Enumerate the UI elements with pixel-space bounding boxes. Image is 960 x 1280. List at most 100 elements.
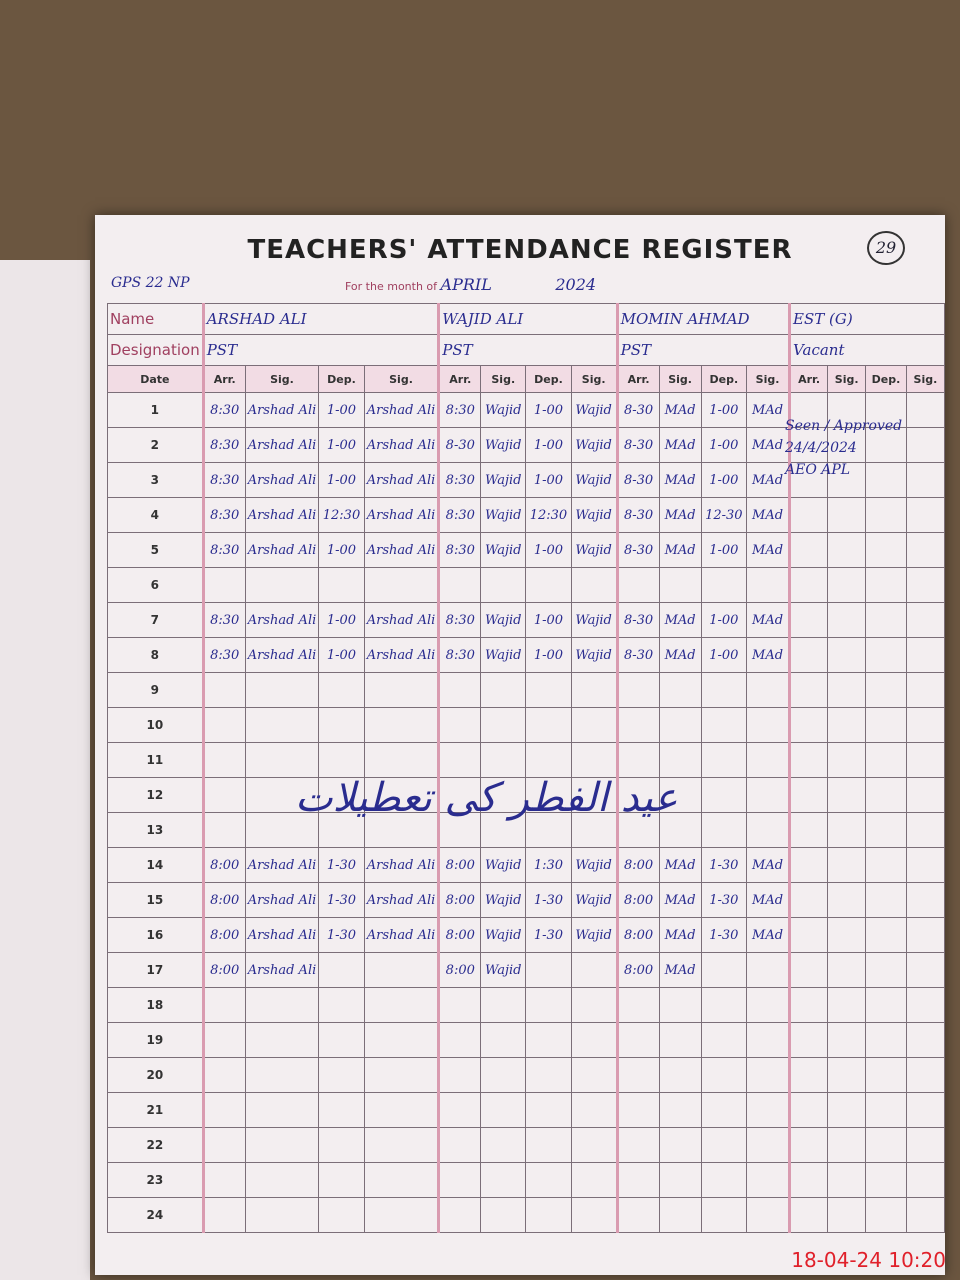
column-header: Arr. — [788, 365, 829, 393]
entry-cell — [746, 952, 791, 988]
entry-cell — [827, 777, 867, 813]
entry-cell — [905, 1197, 946, 1233]
entry-cell: 8:30 — [201, 462, 246, 498]
date-cell: 8 — [107, 637, 204, 673]
entry-cell — [525, 1127, 572, 1163]
entry-cell — [525, 987, 572, 1023]
entry-cell: Arshad Ali — [244, 497, 320, 533]
entry-cell — [437, 812, 482, 848]
entry-cell: 8:00 — [437, 917, 482, 953]
entry-cell — [827, 1022, 867, 1058]
entry-cell: MAd — [746, 532, 791, 568]
entry-cell — [318, 1127, 365, 1163]
entry-cell: Wajid — [480, 847, 527, 883]
entry-cell — [363, 1057, 440, 1093]
entry-cell — [788, 567, 829, 603]
entry-cell — [827, 847, 867, 883]
entry-cell — [905, 987, 946, 1023]
date-cell: 3 — [107, 462, 204, 498]
entry-cell: Wajid — [480, 532, 527, 568]
entry-cell — [658, 742, 702, 778]
entry-cell: Wajid — [570, 847, 618, 883]
entry-cell — [363, 742, 440, 778]
entry-cell: MAd — [746, 497, 791, 533]
entry-cell — [244, 1162, 320, 1198]
entry-cell: 8:30 — [201, 427, 246, 463]
entry-cell — [437, 742, 482, 778]
approval-date: 24/4/2024 — [785, 440, 857, 456]
entry-cell: 8-30 — [615, 462, 660, 498]
entry-cell: 8:30 — [437, 462, 482, 498]
entry-cell: 1-30 — [700, 847, 748, 883]
entry-cell: Arshad Ali — [244, 602, 320, 638]
entry-cell — [905, 672, 946, 708]
entry-cell — [827, 1092, 867, 1128]
day-row: 19 — [107, 1022, 946, 1058]
entry-cell — [788, 497, 829, 533]
entry-cell — [201, 567, 246, 603]
entry-cell — [788, 742, 829, 778]
entry-cell — [363, 952, 440, 988]
entry-cell: 8:00 — [201, 882, 246, 918]
month-line: For the month of APRIL 2024 — [345, 275, 596, 294]
entry-cell: 1-00 — [525, 392, 572, 428]
entry-cell — [905, 742, 946, 778]
entry-cell — [658, 1022, 702, 1058]
entry-cell: Wajid — [570, 392, 618, 428]
entry-cell — [746, 777, 791, 813]
entry-cell — [827, 427, 867, 463]
entry-cell — [827, 1162, 867, 1198]
entry-cell — [827, 497, 867, 533]
entry-cell: Wajid — [570, 602, 618, 638]
entry-cell — [570, 707, 618, 743]
entry-cell — [865, 1197, 907, 1233]
entry-cell — [570, 1127, 618, 1163]
entry-cell: MAd — [658, 917, 702, 953]
entry-cell: 1-00 — [700, 637, 748, 673]
entry-cell: Wajid — [570, 532, 618, 568]
entry-cell — [615, 1022, 660, 1058]
entry-cell: 1-00 — [318, 532, 365, 568]
entry-cell: Arshad Ali — [363, 532, 440, 568]
entry-cell: 8:00 — [201, 917, 246, 953]
column-header: Sig. — [827, 365, 867, 393]
entry-cell — [746, 672, 791, 708]
left-page — [0, 260, 90, 1280]
entry-cell: Arshad Ali — [244, 882, 320, 918]
entry-cell: Arshad Ali — [244, 847, 320, 883]
entry-cell — [700, 1057, 748, 1093]
entry-cell: MAd — [746, 462, 791, 498]
entry-cell — [615, 987, 660, 1023]
approval-note: Seen / Approved 24/4/2024 AEO APL — [785, 415, 902, 481]
entry-cell — [658, 1127, 702, 1163]
entry-cell — [244, 1092, 320, 1128]
entry-cell — [201, 1162, 246, 1198]
entry-cell: MAd — [658, 882, 702, 918]
entry-cell — [480, 1022, 527, 1058]
entry-cell — [244, 567, 320, 603]
entry-cell — [905, 1057, 946, 1093]
entry-cell: Wajid — [480, 462, 527, 498]
entry-cell — [700, 672, 748, 708]
entry-cell — [318, 1057, 365, 1093]
entry-cell — [865, 952, 907, 988]
entry-cell — [788, 777, 829, 813]
entry-cell — [480, 1127, 527, 1163]
entry-cell — [437, 987, 482, 1023]
entry-cell — [201, 1197, 246, 1233]
entry-cell — [827, 567, 867, 603]
column-header: Dep. — [318, 365, 365, 393]
entry-cell: Wajid — [570, 882, 618, 918]
register-page: TEACHERS' ATTENDANCE REGISTER 29 GPS 22 … — [95, 215, 946, 1275]
entry-cell — [525, 812, 572, 848]
entry-cell: Wajid — [570, 462, 618, 498]
entry-cell — [905, 497, 946, 533]
entry-cell: 1-00 — [525, 532, 572, 568]
date-cell: 14 — [107, 847, 204, 883]
entry-cell — [437, 707, 482, 743]
entry-cell — [658, 987, 702, 1023]
entry-cell: MAd — [658, 462, 702, 498]
teacher-designation: PST — [615, 334, 791, 366]
column-header: Sig. — [363, 365, 440, 393]
